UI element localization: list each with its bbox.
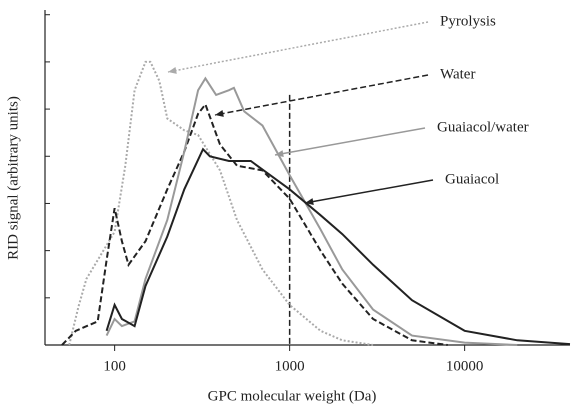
x-tick-label: 1000 — [275, 358, 305, 374]
series-label: Guaiacol/water — [437, 119, 529, 135]
arrow-head — [305, 198, 314, 205]
label-arrow — [304, 179, 434, 204]
arrow-head — [275, 150, 284, 157]
arrow-head — [215, 110, 224, 117]
x-axis-label: GPC molecular weight (Da) — [208, 388, 377, 404]
label-arrow — [274, 127, 426, 156]
x-tick-label: 100 — [103, 358, 126, 374]
series-line — [61, 102, 448, 346]
label-arrow — [167, 21, 429, 73]
series-line — [105, 147, 571, 346]
series-label: Pyrolysis — [440, 13, 496, 29]
series-label: Water — [440, 66, 475, 82]
series-label: Guaiacol — [445, 171, 499, 187]
series-line — [68, 60, 374, 346]
arrow-head — [168, 66, 177, 74]
series-line — [105, 76, 518, 346]
label-arrow — [214, 74, 429, 116]
y-axis-label: RID signal (arbitrary units) — [5, 96, 21, 260]
x-tick-label: 10000 — [446, 358, 484, 374]
